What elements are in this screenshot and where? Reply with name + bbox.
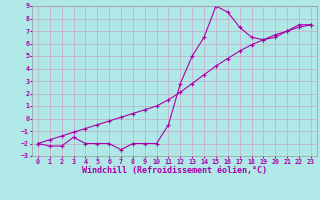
X-axis label: Windchill (Refroidissement éolien,°C): Windchill (Refroidissement éolien,°C) (82, 166, 267, 175)
